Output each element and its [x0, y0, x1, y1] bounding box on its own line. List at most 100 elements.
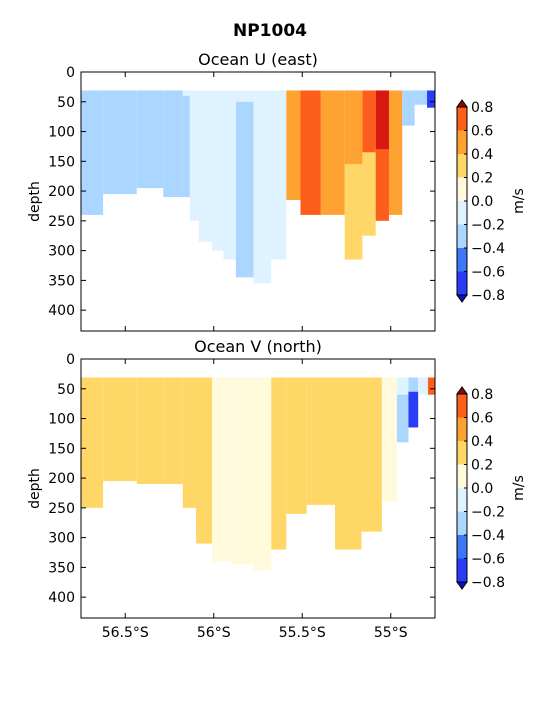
colorbar-over-arrow [456, 99, 468, 108]
chart-title: Ocean U (east) [198, 50, 318, 69]
colorbar-tick-label: 0.8 [471, 100, 493, 116]
data-cell-15-0 [396, 377, 409, 395]
data-cell-15-0 [344, 90, 363, 165]
x-tick-label: 55.5°S [279, 625, 326, 641]
data-cell-4-1 [182, 95, 190, 198]
y-tick-label: 200 [48, 184, 75, 200]
y-tick-label: 350 [48, 560, 75, 576]
colorbar-tick-label: −0.4 [471, 528, 505, 544]
colorbar-band [457, 558, 467, 582]
colorbar-band [457, 248, 467, 272]
data-cell-16-1 [408, 391, 419, 428]
y-tick-label: 100 [48, 125, 75, 141]
data-cell-11-0 [306, 377, 335, 505]
data-cell-1-0 [103, 377, 137, 482]
y-tick-label: 250 [48, 214, 75, 230]
colorbar-tick-label: 0.2 [471, 458, 493, 474]
data-cell-16-1 [362, 152, 376, 236]
plot-frame [80, 358, 436, 619]
data-cell-17-1 [375, 149, 389, 221]
data-cell-15-1 [344, 164, 363, 260]
colorbar-band [457, 511, 467, 535]
chart-panels: Ocean U (east) 0 50 100 150 200 250 300 350 400 de… [27, 50, 527, 641]
data-cell-19-0 [402, 90, 415, 126]
data-cell-5-0 [196, 377, 212, 544]
colorbar-band [457, 130, 467, 154]
colorbar: −0.8 −0.6 −0.4 −0.2 0.0 0.2 0.4 0.6 0.8 m/s [456, 99, 527, 304]
y-tick-label: 400 [48, 590, 75, 606]
data-cell-12-0 [286, 90, 301, 201]
data-cell-9-0 [271, 377, 287, 550]
y-tick-label: 0 [66, 352, 75, 368]
data-cell-12-0 [334, 377, 362, 550]
colorbar-tick-label: 0.0 [471, 481, 493, 497]
colorbar-band [457, 441, 467, 465]
colorbar-band [457, 535, 467, 559]
colorbar-tick-label: 0.0 [471, 194, 493, 210]
colorbar-band [457, 417, 467, 441]
colorbar-under-arrow [456, 294, 468, 303]
data-cell-0-0 [81, 377, 104, 508]
data-cell-9-1 [235, 101, 254, 278]
data-cell-2-0 [136, 90, 164, 189]
data-cell-18-0 [388, 90, 403, 215]
data-cell-11-0 [271, 90, 287, 260]
data-cell-3-0 [163, 90, 183, 198]
data-cell-0-0 [81, 90, 104, 215]
colorbar-band [457, 488, 467, 512]
data-cell-6-0 [211, 377, 232, 562]
y-tick-label: 50 [57, 95, 75, 111]
y-tick-label: 350 [48, 273, 75, 289]
data-cell-10-0 [286, 377, 307, 514]
data-cell-20-0 [414, 90, 428, 105]
y-tick-label: 200 [48, 471, 75, 487]
colorbar-under-arrow [456, 581, 468, 590]
colorbar: −0.8 −0.6 −0.4 −0.2 0.0 0.2 0.4 0.6 0.8 m/s [456, 386, 527, 591]
data-cell-2-0 [136, 377, 164, 485]
y-axis-label: depth [27, 181, 43, 222]
data-cell-17-0 [375, 90, 389, 150]
data-cell-14-0 [320, 90, 345, 215]
data-cell-7-0 [211, 90, 224, 251]
colorbar-label: m/s [511, 475, 527, 501]
colorbar-band [457, 394, 467, 418]
colorbar-tick-label: −0.6 [471, 552, 505, 568]
colorbar-band [457, 271, 467, 295]
colorbar-tick-label: −0.8 [471, 288, 505, 304]
data-cell-4-0 [182, 377, 197, 508]
y-tick-label: 400 [48, 303, 75, 319]
x-tick-label: 56.5°S [102, 625, 149, 641]
y-tick-label: 150 [48, 441, 75, 457]
data-cell-17-0 [418, 377, 428, 395]
y-tick-label: 0 [66, 65, 75, 81]
data-cell-16-0 [362, 90, 376, 153]
data-cell-16-0 [408, 377, 419, 392]
data-cell-10-0 [253, 90, 272, 284]
colorbar-tick-label: −0.4 [471, 241, 505, 257]
y-tick-label: 250 [48, 501, 75, 517]
colorbar-tick-label: 0.4 [471, 434, 493, 450]
colorbar-band [457, 224, 467, 248]
colorbar-tick-label: 0.6 [471, 124, 493, 140]
plot-frame [80, 71, 436, 332]
data-cell-4-0 [182, 90, 190, 96]
y-tick-label: 100 [48, 412, 75, 428]
y-tick-label: 300 [48, 244, 75, 260]
colorbar-tick-label: −0.6 [471, 265, 505, 281]
colorbar-tick-label: −0.2 [471, 218, 505, 234]
colorbar-tick-label: −0.2 [471, 505, 505, 521]
data-cell-14-0 [381, 377, 397, 502]
data-cell-18-0 [427, 377, 435, 395]
chart-panel-2: Ocean V (north) 0 50 100 150 200 250 300 350 400 5… [27, 337, 527, 641]
colorbar-tick-label: −0.8 [471, 575, 505, 591]
colorbar-tick-label: 0.6 [471, 411, 493, 427]
x-tick-label: 55°S [374, 625, 408, 641]
data-cell-5-0 [189, 90, 199, 221]
data-cell-8-0 [223, 90, 236, 260]
colorbar-band [457, 177, 467, 201]
y-tick-label: 50 [57, 382, 75, 398]
data-cell-13-0 [361, 377, 382, 532]
y-axis-label: depth [27, 468, 43, 509]
data-cell-7-0 [231, 377, 254, 565]
